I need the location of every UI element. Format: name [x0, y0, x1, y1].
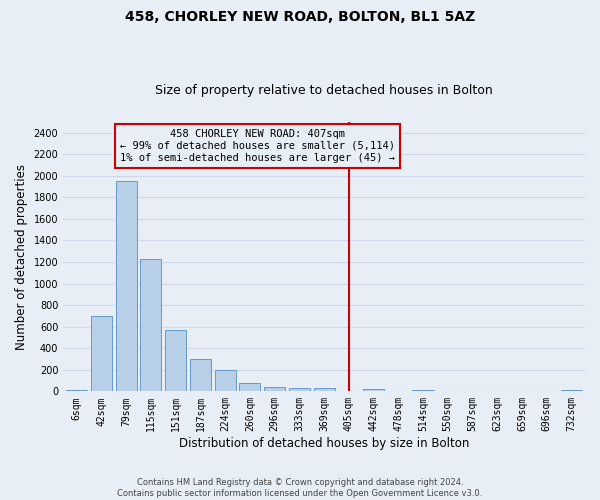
X-axis label: Distribution of detached houses by size in Bolton: Distribution of detached houses by size … [179, 437, 469, 450]
Bar [412, 390, 434, 392]
Bar [190, 359, 211, 392]
Bar [314, 388, 335, 392]
Text: 458 CHORLEY NEW ROAD: 407sqm
← 99% of detached houses are smaller (5,114)
1% of : 458 CHORLEY NEW ROAD: 407sqm ← 99% of de… [120, 130, 395, 162]
Bar [165, 330, 186, 392]
Bar [140, 258, 161, 392]
Title: Size of property relative to detached houses in Bolton: Size of property relative to detached ho… [155, 84, 493, 97]
Bar [116, 181, 137, 392]
Bar [239, 382, 260, 392]
Text: Contains HM Land Registry data © Crown copyright and database right 2024.
Contai: Contains HM Land Registry data © Crown c… [118, 478, 482, 498]
Bar [289, 388, 310, 392]
Text: 458, CHORLEY NEW ROAD, BOLTON, BL1 5AZ: 458, CHORLEY NEW ROAD, BOLTON, BL1 5AZ [125, 10, 475, 24]
Bar [91, 316, 112, 392]
Bar [363, 389, 384, 392]
Bar [561, 390, 582, 392]
Bar [264, 387, 285, 392]
Y-axis label: Number of detached properties: Number of detached properties [15, 164, 28, 350]
Bar [66, 390, 87, 392]
Bar [215, 370, 236, 392]
